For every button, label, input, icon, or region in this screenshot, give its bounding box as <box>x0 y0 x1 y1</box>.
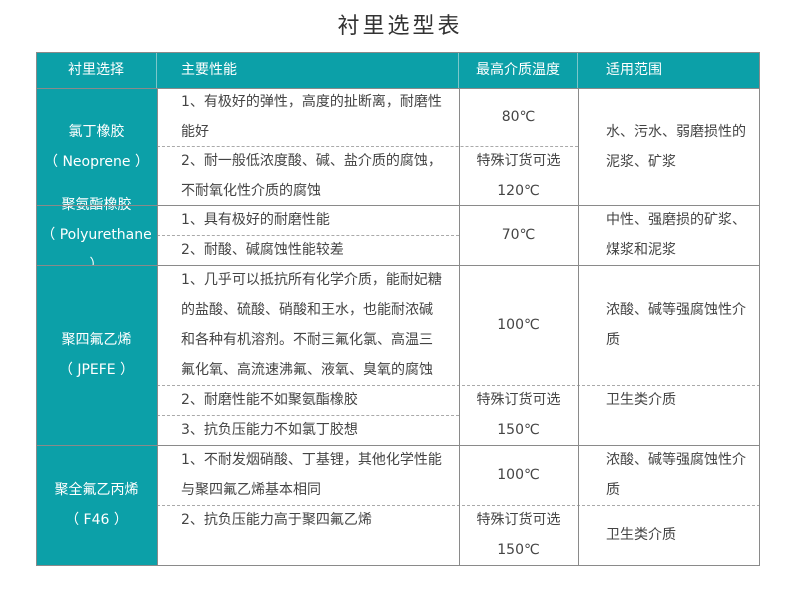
temp-value: 150℃ <box>497 422 540 438</box>
column-divider <box>157 88 158 565</box>
lining-name-en: （ F46 ） <box>65 512 128 528</box>
scope-cell: 卫生类介质 <box>578 385 760 445</box>
lining-name-neoprene: 氯丁橡胶 （ Neoprene ） <box>36 88 157 205</box>
text-line: 不耐氧化性介质的腐蚀 <box>181 182 321 199</box>
performance-cell: 2、耐磨性能不如聚氨酯橡胶 <box>157 385 459 415</box>
scope-cell: 浓酸、碱等强腐蚀性介 质 <box>578 445 760 505</box>
header-lining: 衬里选择 <box>36 52 157 88</box>
row-divider <box>36 265 760 266</box>
lining-name: 聚四氟乙烯 <box>61 332 132 348</box>
row-divider <box>36 205 760 206</box>
scope-cell: 浓酸、碱等强腐蚀性介 质 <box>578 265 760 385</box>
text-line: 煤浆和泥浆 <box>606 242 676 258</box>
text-line: 2、耐酸、碱腐蚀性能较差 <box>181 242 344 258</box>
header-scope: 适用范围 <box>578 52 760 88</box>
subrow-divider <box>157 235 459 236</box>
text-line: 与聚四氟乙烯基本相同 <box>181 482 321 498</box>
text-line: 质 <box>606 482 620 498</box>
text-line: 卫生类介质 <box>606 392 676 408</box>
text-line: 1、不耐发烟硝酸、丁基锂，其他化学性能 <box>181 452 442 468</box>
temp-value: 150℃ <box>497 542 540 558</box>
table-border <box>36 565 760 566</box>
text-line: 氟化氧、高流速沸氟、液氧、臭氧的腐蚀 <box>181 362 433 378</box>
scope-cell: 中性、强磨损的矿浆、 煤浆和泥浆 <box>578 205 760 265</box>
row-divider <box>36 445 760 446</box>
performance-cell: 1、有极好的弹性，高度的扯断离，耐磨性 能好 <box>157 88 459 146</box>
text-line: 1、具有极好的耐磨性能 <box>181 212 330 228</box>
column-divider <box>578 88 579 565</box>
lining-name-f46: 聚全氟乙丙烯 （ F46 ） <box>36 445 157 565</box>
special-order-label: 特殊订货可选 <box>476 512 561 528</box>
text-line: 水、污水、弱磨损性的 <box>606 123 746 140</box>
text-line: 浓酸、碱等强腐蚀性介 <box>606 452 746 468</box>
table-border <box>36 52 37 566</box>
temp-cell-special: 特殊订货可选 150℃ <box>459 385 578 445</box>
performance-cell: 2、耐一般低浓度酸、碱、盐介质的腐蚀， 不耐氧化性介质的腐蚀 <box>157 146 459 205</box>
text-line: 2、抗负压能力高于聚四氟乙烯 <box>181 512 372 528</box>
temp-value: 120℃ <box>497 182 540 199</box>
text-line: 浓酸、碱等强腐蚀性介 <box>606 302 746 318</box>
temp-cell-special: 特殊订货可选 120℃ <box>459 146 578 205</box>
text-line: 和各种有机溶剂。不耐三氟化氯、高温三 <box>181 332 433 348</box>
lining-name: 氯丁橡胶 <box>68 123 125 140</box>
text-line: 卫生类介质 <box>606 527 676 543</box>
performance-cell: 1、不耐发烟硝酸、丁基锂，其他化学性能 与聚四氟乙烯基本相同 <box>157 445 459 505</box>
text-line: 1、几乎可以抵抗所有化学介质，能耐妃糖 <box>181 272 442 288</box>
text-line: 2、耐磨性能不如聚氨酯橡胶 <box>181 392 358 408</box>
temp-value: 80℃ <box>501 109 536 125</box>
page-title: 衬里选型表 <box>337 14 463 39</box>
performance-cell: 2、抗负压能力高于聚四氟乙烯 <box>157 505 459 565</box>
performance-cell: 3、抗负压能力不如氯丁胶想 <box>157 415 459 445</box>
temp-cell-special: 特殊订货可选 150℃ <box>459 505 578 565</box>
temp-value: 100℃ <box>497 317 540 333</box>
text-line: 1、有极好的弹性，高度的扯断离，耐磨性 <box>181 94 442 110</box>
lining-name-en: （ JPEFE ） <box>58 362 135 378</box>
temp-value: 70℃ <box>501 227 536 243</box>
special-order-label: 特殊订货可选 <box>476 392 561 408</box>
text-line: 的盐酸、硫酸、硝酸和王水，也能耐浓碱 <box>181 302 433 318</box>
lining-name: 聚全氟乙丙烯 <box>54 482 139 498</box>
special-order-label: 特殊订货可选 <box>476 152 561 169</box>
row-divider <box>36 88 760 89</box>
lining-name-ptfe: 聚四氟乙烯 （ JPEFE ） <box>36 265 157 445</box>
header-max-temp: 最高介质温度 <box>459 52 578 88</box>
table-border <box>36 52 760 53</box>
subrow-divider <box>157 146 578 147</box>
lining-name-en: （ Neoprene ） <box>44 153 149 170</box>
text-line: 质 <box>606 332 620 348</box>
subrow-divider <box>157 505 760 506</box>
subrow-divider <box>157 385 760 386</box>
column-divider <box>459 88 460 565</box>
temp-cell: 80℃ <box>459 88 578 146</box>
performance-cell: 1、几乎可以抵抗所有化学介质，能耐妃糖 的盐酸、硫酸、硝酸和王水，也能耐浓碱 和… <box>157 265 459 385</box>
performance-cell: 1、具有极好的耐磨性能 <box>157 205 459 235</box>
temp-cell: 70℃ <box>459 205 578 265</box>
temp-cell: 100℃ <box>459 445 578 505</box>
lining-name-polyurethane: 聚氨酯橡胶 （ Polyurethane ） <box>36 197 157 273</box>
table-border <box>759 52 760 566</box>
text-line: 中性、强磨损的矿浆、 <box>606 212 746 228</box>
text-line: 3、抗负压能力不如氯丁胶想 <box>181 422 358 438</box>
temp-cell: 100℃ <box>459 265 578 385</box>
scope-cell: 卫生类介质 <box>578 505 760 565</box>
text-line: 能好 <box>181 124 209 140</box>
scope-cell: 水、污水、弱磨损性的 泥浆、矿浆 <box>578 88 760 205</box>
header-performance: 主要性能 <box>157 52 459 88</box>
subrow-divider <box>157 415 459 416</box>
text-line: 泥浆、矿浆 <box>606 153 676 170</box>
temp-value: 100℃ <box>497 467 540 483</box>
performance-cell: 2、耐酸、碱腐蚀性能较差 <box>157 235 459 265</box>
text-line: 2、耐一般低浓度酸、碱、盐介质的腐蚀， <box>181 152 442 169</box>
